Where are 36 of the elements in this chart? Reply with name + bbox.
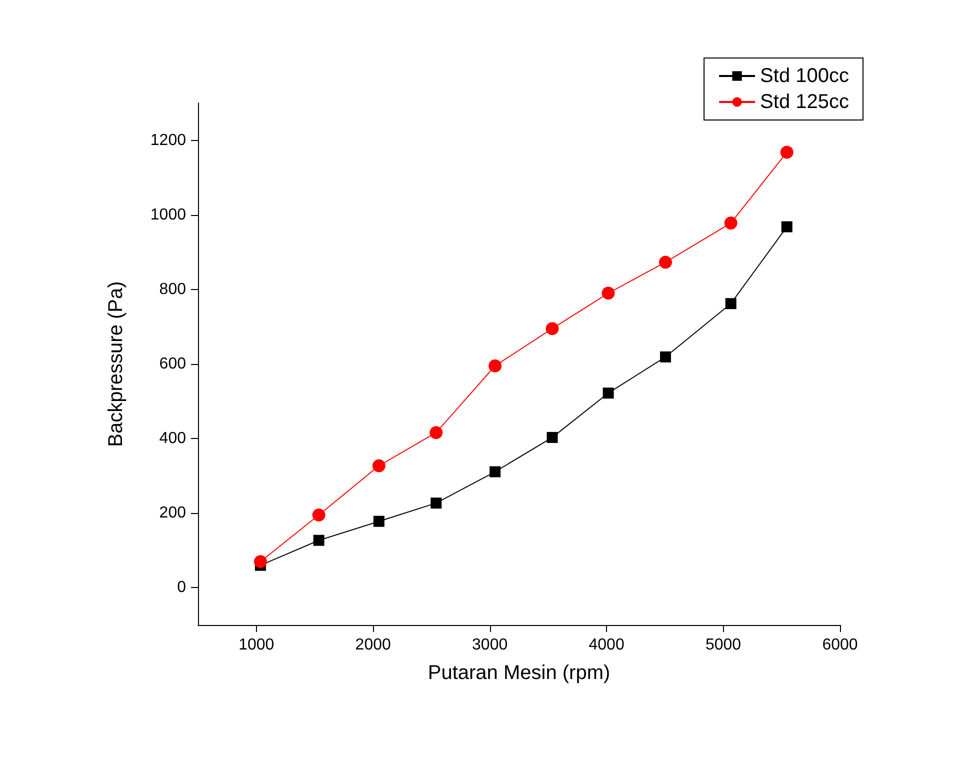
- point: [430, 498, 442, 509]
- legend-label: Std 100cc: [760, 65, 850, 87]
- y-tick-label: 600: [159, 356, 186, 372]
- y-axis-title: Backpressure (Pa): [105, 281, 127, 447]
- y-tick-label: 1200: [150, 132, 186, 149]
- point: [546, 322, 559, 336]
- x-tick-label: 4000: [588, 636, 624, 654]
- point: [659, 256, 672, 269]
- point: [660, 351, 671, 362]
- x-tick-label: 1000: [238, 636, 274, 654]
- point: [488, 359, 502, 372]
- y-tick-label: 400: [159, 430, 186, 448]
- x-tick-label: 3000: [472, 636, 508, 654]
- x-tick-label: 5000: [705, 636, 742, 654]
- point: [373, 516, 384, 527]
- point: [313, 534, 324, 546]
- point: [781, 221, 792, 232]
- y-tick-label: 800: [159, 280, 186, 298]
- point: [546, 432, 558, 443]
- point: [312, 508, 326, 522]
- y-tick-label: 200: [159, 504, 186, 522]
- x-tick-label: 2000: [355, 636, 391, 654]
- point: [602, 388, 614, 399]
- point: [490, 466, 501, 478]
- point: [602, 286, 615, 300]
- point: [780, 146, 794, 159]
- point: [430, 426, 443, 440]
- y-tick-label: 0: [177, 579, 186, 596]
- point: [725, 298, 736, 310]
- point: [254, 555, 267, 568]
- point: [724, 216, 738, 230]
- x-axis-title: Putaran Mesin (rpm): [428, 662, 610, 684]
- legend-label: Std 125cc: [760, 91, 850, 113]
- y-tick-label: 1000: [150, 206, 186, 224]
- x-tick-label: 6000: [822, 636, 858, 654]
- point: [372, 459, 386, 472]
